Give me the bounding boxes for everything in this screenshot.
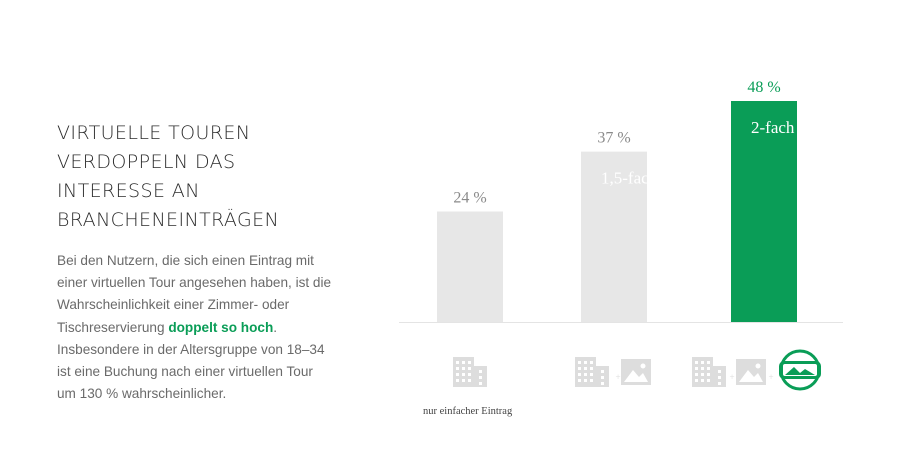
bar [437,211,503,322]
building-window [468,367,471,370]
building-window [584,379,587,382]
headline-line: VERDOPPELN DAS [57,151,236,173]
building-window [578,361,581,364]
bar-value-label: 48 % [747,79,780,96]
plus-icon: + [768,372,773,382]
image-icon [621,359,651,385]
building-window [707,367,710,370]
image-icon-mountain [624,370,648,382]
bar-inner-label: 1,5-fach [601,169,658,188]
building-window [456,361,459,364]
building-window [462,367,465,370]
building-window [718,376,721,379]
building-window [456,379,459,382]
body-line: ist eine Buchung nach einer virtuellen T… [57,364,313,380]
building-window [578,379,581,382]
building-window [701,373,704,376]
headline-line: INTERESSE AN [57,180,200,202]
building-window [601,370,604,373]
body-text: Bei den Nutzern, die sich einen Eintrag … [57,250,387,405]
building-window [590,373,593,376]
building-window [578,367,581,370]
building-window [695,361,698,364]
body-text-fragment: . [273,319,278,335]
bar [731,101,797,322]
building-window [590,367,593,370]
bar [581,151,647,322]
body-line: Bei den Nutzern, die sich einen Eintrag … [57,253,314,268]
building-window [718,382,721,385]
building-window [578,373,581,376]
building-icon [575,357,609,387]
bar-inner-label: 2-fach [751,118,795,137]
building-window [468,379,471,382]
building-window [456,367,459,370]
body-line: um 130 % wahrscheinlicher. [57,386,227,402]
body-line: Wahrscheinlichkeit einer Zimmer- oder [57,297,290,313]
bar-value-label: 24 % [453,190,486,207]
building-window [701,379,704,382]
building-window [590,361,593,364]
building-icon [453,357,487,387]
building-window [462,379,465,382]
building-window [456,373,459,376]
building-window [707,379,710,382]
building-window [701,367,704,370]
building-window [468,373,471,376]
building-window [584,373,587,376]
bar-value-label: 37 % [597,130,630,147]
body-line-emphasis: Tischreservierung doppelt so hoch. [57,317,387,339]
building-window [707,373,710,376]
building-icon [692,357,726,387]
building-window [468,361,471,364]
body-text-fragment: Tischreservierung [57,319,169,335]
image-icon [736,359,766,385]
building-window [601,382,604,385]
building-window [707,361,710,364]
building-window [479,370,482,373]
building-window [584,361,587,364]
emphasis-text: doppelt so hoch [168,319,274,335]
building-window [601,376,604,379]
image-icon-sun [640,363,646,369]
building-window [695,373,698,376]
building-window [701,361,704,364]
footnote: nur einfacher Eintrag [423,406,513,417]
building-window [718,370,721,373]
body-line: Insbesondere in der Altersgruppe von 18–… [57,341,325,357]
building-window [479,376,482,379]
building-window [695,367,698,370]
building-window [584,367,587,370]
image-icon-mountain [739,370,763,382]
body-line: einer virtuellen Tour angesehen haben, i… [57,275,332,291]
building-window [590,379,593,382]
vr-icon-mountain [785,367,815,375]
headline: VIRTUELLE TOUREN VERDOPPELN DAS INTERESS… [57,119,357,235]
building-window [479,382,482,385]
building-window [695,379,698,382]
image-icon-sun [755,363,761,369]
vr-headset-icon [779,349,821,391]
building-window [462,361,465,364]
plus-icon: + [729,372,734,382]
building-window [462,373,465,376]
headline-line: VIRTUELLE TOUREN [57,122,251,144]
headline-line: BRANCHENEINTRÄGEN [57,209,280,231]
plus-icon: + [615,372,620,382]
